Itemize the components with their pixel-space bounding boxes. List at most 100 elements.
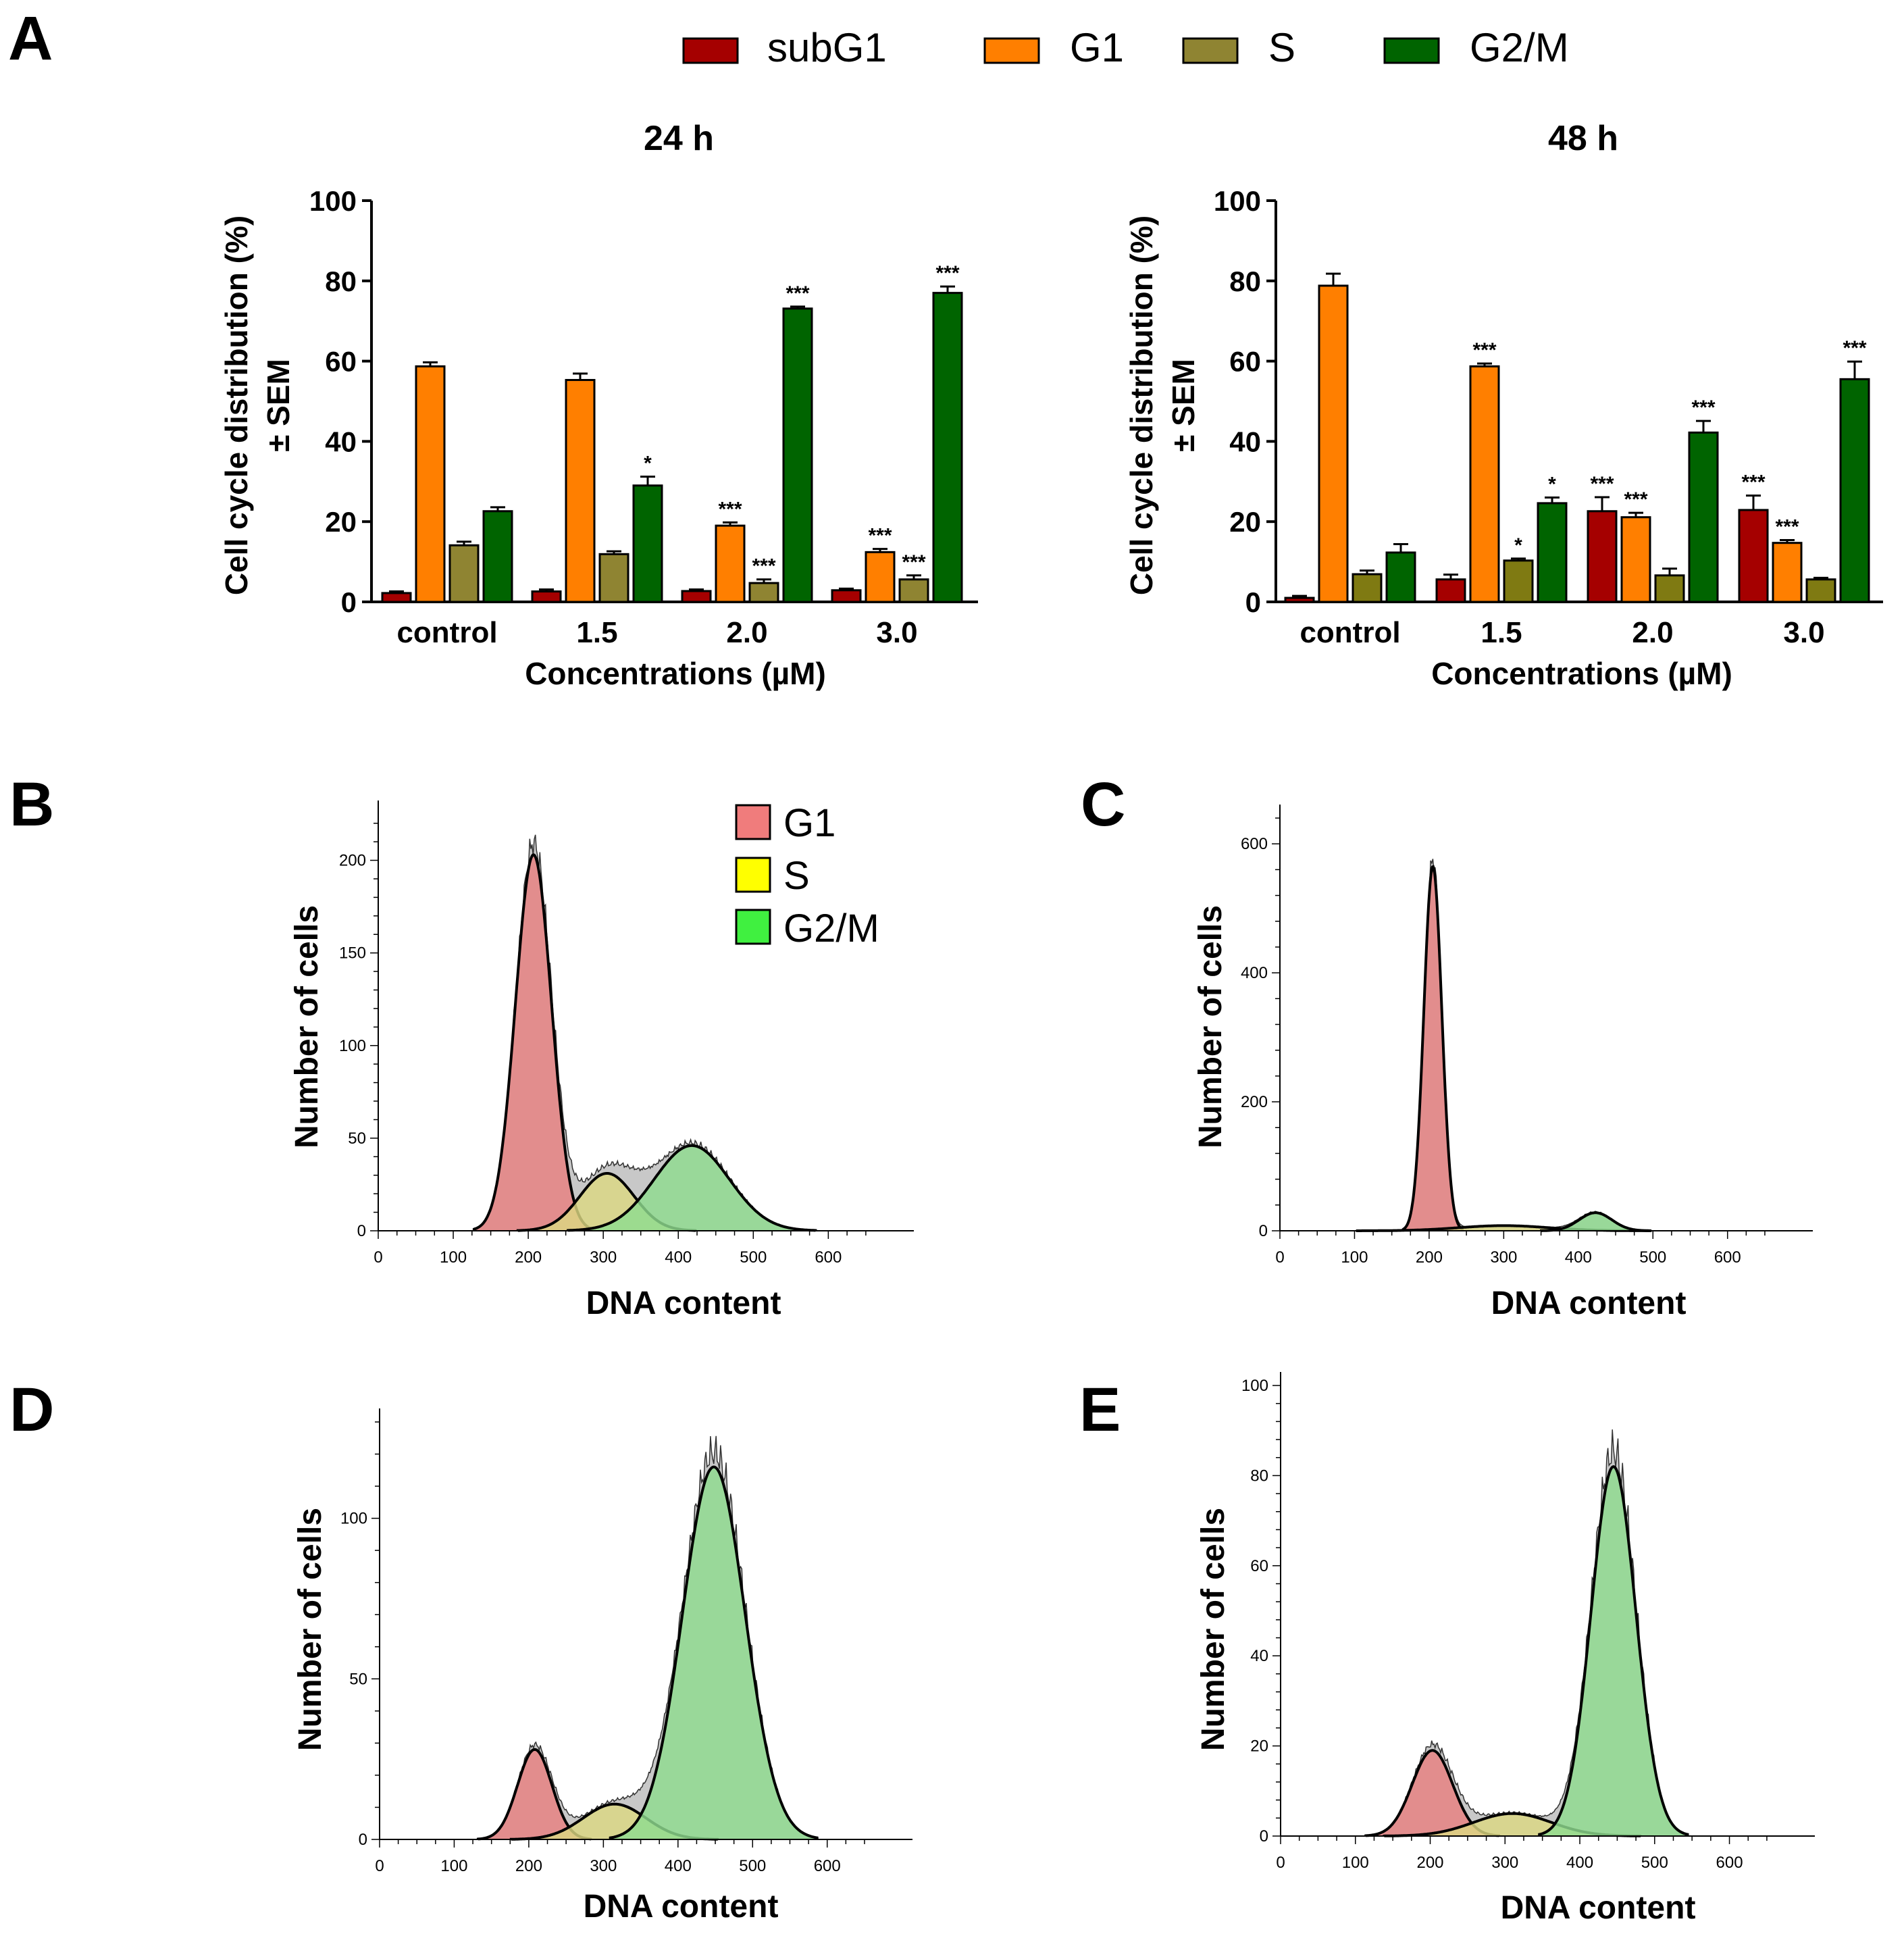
y-axis-label-24h-line2: ± SEM xyxy=(261,359,296,452)
bar-bar48-G1-2 xyxy=(1620,516,1651,603)
y-tick-label-B-0: 0 xyxy=(357,1222,366,1240)
significance-bar24-2-3: *** xyxy=(902,551,925,574)
x-axis-label-d: DNA content xyxy=(584,1889,779,1925)
x-tick-label-E-6: 600 xyxy=(1716,1854,1743,1872)
x-tick-label-B-6: 600 xyxy=(815,1248,842,1267)
panel-letter-b: B xyxy=(9,770,54,839)
y-tick-label-C-2: 400 xyxy=(1241,964,1268,982)
x-tick-label-C-1: 100 xyxy=(1341,1248,1368,1267)
legend-label-s: S xyxy=(1268,25,1295,70)
y-tick-label-E-1: 20 xyxy=(1250,1737,1268,1756)
fit-fill-D-G2M xyxy=(610,1467,817,1839)
x-tick-label-C-5: 500 xyxy=(1639,1248,1666,1267)
category-label-bar48-0: control xyxy=(1300,616,1400,649)
y-tick-label-bar24-2: 40 xyxy=(325,426,357,457)
bar-bar24-G2M-1 xyxy=(632,484,663,603)
fit-fill-E-G2M xyxy=(1539,1467,1688,1836)
significance-bar48-0-2: *** xyxy=(1590,473,1614,495)
chart-title-48h: 48 h xyxy=(1548,119,1618,158)
bar-bar48-S-1 xyxy=(1503,559,1534,603)
y-tick-label-B-3: 150 xyxy=(339,944,366,963)
significance-bar48-1-1: *** xyxy=(1472,339,1496,361)
y-tick-label-D-2: 100 xyxy=(340,1510,367,1528)
fit-curve-B-G1 xyxy=(472,853,594,1231)
legend-b-label-s: S xyxy=(783,854,810,898)
significance-bar48-2-1: * xyxy=(1514,534,1522,557)
bar-bar48-G2M-0 xyxy=(1385,551,1416,603)
x-tick-label-E-1: 100 xyxy=(1342,1854,1369,1872)
significance-bar48-1-2: *** xyxy=(1624,488,1647,511)
y-tick-label-bar48-5: 100 xyxy=(1214,185,1261,217)
x-tick-label-C-0: 0 xyxy=(1275,1248,1284,1267)
bar-bar24-subG1-1 xyxy=(531,590,562,603)
x-tick-label-E-0: 0 xyxy=(1276,1854,1285,1872)
x-tick-label-D-3: 300 xyxy=(590,1857,617,1875)
histogram-c: Number of cells DNA content 0 100 200 300 40… xyxy=(1193,805,1813,1321)
bar-bar48-G2M-3 xyxy=(1839,378,1870,603)
y-tick-label-E-4: 80 xyxy=(1250,1467,1268,1485)
significance-bar48-3-1: * xyxy=(1548,474,1556,496)
bar-bar24-S-3 xyxy=(898,578,929,603)
x-tick-label-B-2: 200 xyxy=(515,1248,542,1267)
bar-bar48-subG1-2 xyxy=(1587,510,1618,603)
x-axis-label-e: DNA content xyxy=(1501,1890,1696,1926)
legend-label-subg1: subG1 xyxy=(767,25,887,70)
x-tick-label-D-4: 400 xyxy=(665,1857,692,1875)
y-tick-label-bar48-2: 40 xyxy=(1229,426,1261,457)
y-tick-label-bar24-5: 100 xyxy=(309,185,357,217)
y-axis-label-d: Number of cells xyxy=(292,1508,328,1751)
significance-bar24-3-2: *** xyxy=(786,282,809,305)
y-axis-label-24h-line1: Cell cycle distribution (%) xyxy=(219,215,254,595)
x-tick-label-D-1: 100 xyxy=(440,1857,467,1875)
x-tick-label-D-0: 0 xyxy=(375,1857,384,1875)
x-tick-label-B-3: 300 xyxy=(590,1248,617,1267)
bar-bar24-S-1 xyxy=(598,553,629,603)
x-axis-label-24h: Concentrations (µM) xyxy=(525,656,826,691)
bar-bar48-subG1-3 xyxy=(1738,509,1769,603)
y-tick-label-bar24-3: 60 xyxy=(325,346,357,378)
legend-b-swatch-g1 xyxy=(735,804,771,840)
y-tick-label-D-0: 0 xyxy=(359,1831,367,1849)
y-tick-label-bar48-4: 80 xyxy=(1229,265,1261,297)
x-tick-label-E-5: 500 xyxy=(1641,1854,1668,1872)
fit-curve-B-G2M xyxy=(567,1144,817,1232)
category-label-bar24-3: 3.0 xyxy=(876,616,917,649)
panel-letter-a: A xyxy=(8,4,53,73)
legend-b: G1 S G2/M xyxy=(735,801,879,950)
significance-bar24-3-3: *** xyxy=(935,262,959,284)
bar-bar24-S-0 xyxy=(448,544,480,603)
bar-bar24-G1-1 xyxy=(565,379,596,603)
y-tick-label-C-3: 600 xyxy=(1241,835,1268,853)
category-label-bar48-1: 1.5 xyxy=(1481,616,1522,649)
y-axis-label-e: Number of cells xyxy=(1195,1508,1231,1751)
bar-bar24-G2M-2 xyxy=(782,307,813,603)
x-tick-label-E-4: 400 xyxy=(1566,1854,1593,1872)
bar-bar48-G1-0 xyxy=(1318,284,1349,603)
fit-curve-C-G1 xyxy=(1401,865,1464,1231)
category-label-bar24-2: 2.0 xyxy=(726,616,767,649)
y-axis-label-c: Number of cells xyxy=(1193,905,1229,1148)
y-axis-label-b: Number of cells xyxy=(289,905,325,1148)
y-tick-label-C-1: 200 xyxy=(1241,1093,1268,1111)
significance-bar48-3-2: *** xyxy=(1691,397,1715,419)
legend-label-g2m: G2/M xyxy=(1470,25,1569,70)
bar-bar24-S-2 xyxy=(748,582,779,603)
x-tick-label-C-3: 300 xyxy=(1490,1248,1517,1267)
y-tick-label-bar24-0: 0 xyxy=(341,586,357,618)
y-tick-label-E-2: 40 xyxy=(1250,1647,1268,1665)
y-tick-label-bar48-1: 20 xyxy=(1229,506,1261,538)
x-tick-label-C-6: 600 xyxy=(1714,1248,1741,1267)
x-axis-label-b: DNA content xyxy=(586,1286,781,1321)
fit-curve-E-G2M xyxy=(1538,1465,1689,1836)
y-tick-label-bar24-4: 80 xyxy=(325,265,357,297)
x-tick-label-D-6: 600 xyxy=(814,1857,841,1875)
legend-b-swatch-g2m xyxy=(735,909,771,945)
y-tick-label-B-2: 100 xyxy=(339,1037,366,1055)
raw-histogram-fill-E xyxy=(1355,1429,1730,1836)
significance-bar48-3-3: *** xyxy=(1843,337,1866,359)
significance-bar24-3-1: * xyxy=(644,453,652,475)
bar-bar48-S-3 xyxy=(1805,578,1836,603)
bar-bar24-subG1-0 xyxy=(381,592,412,603)
bar-bar48-subG1-1 xyxy=(1435,578,1466,603)
raw-histogram-fill-C xyxy=(1354,859,1728,1231)
